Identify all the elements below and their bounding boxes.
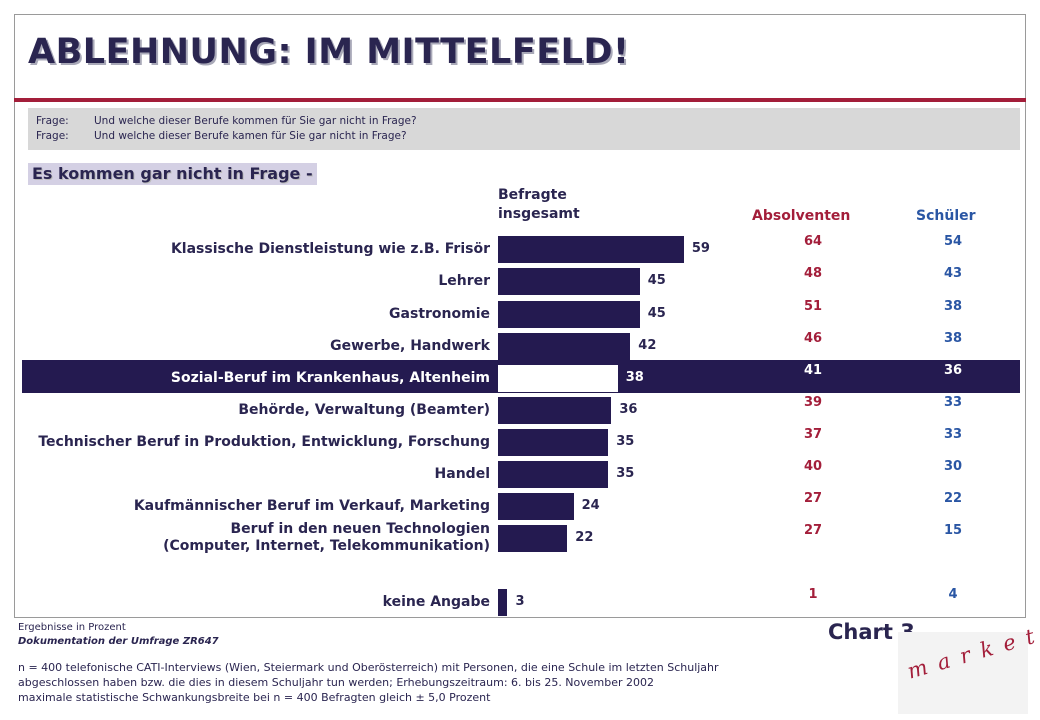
question-line-2: Frage: Und welche dieser Berufe kamen für… xyxy=(36,130,407,142)
chart-frame xyxy=(14,14,1026,618)
category-label: Behörde, Verwaltung (Beamter) xyxy=(238,401,490,418)
bar-value-label: 3 xyxy=(515,594,525,609)
column-header-total: Befragte insgesamt xyxy=(498,186,580,224)
methodology-line: n = 400 telefonische CATI-Interviews (Wi… xyxy=(18,661,719,674)
absolventen-value: 51 xyxy=(803,299,823,314)
logo-wordmark: market® xyxy=(905,619,1040,683)
bar-value-label: 59 xyxy=(691,241,710,256)
column-header-schueler: Schüler xyxy=(916,208,976,224)
bar xyxy=(498,588,508,616)
question-line-1: Frage: Und welche dieser Berufe kommen fü… xyxy=(36,115,417,127)
question-text: Und welche dieser Berufe kamen für Sie g… xyxy=(94,130,407,142)
bar xyxy=(498,300,640,328)
bar xyxy=(498,428,609,456)
schueler-value: 4 xyxy=(948,587,958,602)
schueler-value: 38 xyxy=(943,299,963,314)
category-label: Klassische Dienstleistung wie z.B. Frisö… xyxy=(170,240,490,257)
absolventen-value: 27 xyxy=(803,491,823,506)
absolventen-value: 39 xyxy=(803,395,823,410)
column-header-absolventen: Absolventen xyxy=(752,208,851,224)
absolventen-value: 46 xyxy=(803,331,823,346)
question-label: Frage: xyxy=(36,115,69,127)
category-label: Sozial-Beruf im Krankenhaus, Altenheim xyxy=(170,369,490,386)
absolventen-value: 48 xyxy=(803,266,823,281)
bar xyxy=(498,235,684,263)
schueler-value: 38 xyxy=(943,331,963,346)
absolventen-value: 64 xyxy=(803,234,823,249)
page-title: ABLEHNUNG: IM MITTELFELD! xyxy=(28,32,630,72)
schueler-value: 22 xyxy=(943,491,963,506)
market-logo: market® xyxy=(898,621,1040,714)
bar-value-label: 22 xyxy=(575,530,594,545)
methodology-note: n = 400 telefonische CATI-Interviews (Wi… xyxy=(18,660,818,705)
schueler-value: 43 xyxy=(943,266,963,281)
absolventen-value: 27 xyxy=(803,523,823,538)
absolventen-value: 1 xyxy=(808,587,818,602)
category-label: Technischer Beruf in Produktion, Entwick… xyxy=(38,433,490,450)
chart-subheading: Es kommen gar nicht in Frage - xyxy=(28,163,317,185)
question-label: Frage: xyxy=(36,130,69,142)
bar-value-label: 45 xyxy=(647,273,666,288)
bar-value-label: 38 xyxy=(625,370,644,385)
methodology-line: abgeschlossen haben bzw. die dies in die… xyxy=(18,676,655,689)
bar-value-label: 45 xyxy=(647,306,666,321)
category-label: Kaufmännischer Beruf im Verkauf, Marketi… xyxy=(133,497,490,514)
bar-value-label: 24 xyxy=(581,498,600,513)
bar-value-label: 35 xyxy=(616,434,635,449)
bar-value-label: 42 xyxy=(638,338,657,353)
schueler-value: 36 xyxy=(943,363,963,378)
schueler-value: 33 xyxy=(943,427,963,442)
absolventen-value: 37 xyxy=(803,427,823,442)
category-label: Gewerbe, Handwerk xyxy=(330,337,490,354)
bar xyxy=(498,332,631,360)
bar xyxy=(498,267,640,295)
title-divider xyxy=(14,98,1026,102)
column-header-total-line1: Befragte xyxy=(498,187,567,203)
category-label: Beruf in den neuen Technologien (Computer… xyxy=(163,521,490,554)
bar-value-label: 35 xyxy=(616,466,635,481)
methodology-line: maximale statistische Schwankungsbreite … xyxy=(18,691,491,704)
schueler-value: 54 xyxy=(943,234,963,249)
category-label: Lehrer xyxy=(438,272,490,289)
question-box: Frage: Und welche dieser Berufe kommen fü… xyxy=(28,108,1020,150)
category-label: Handel xyxy=(434,465,490,482)
bar xyxy=(498,492,574,520)
absolventen-value: 40 xyxy=(803,459,823,474)
schueler-value: 33 xyxy=(943,395,963,410)
bar xyxy=(498,524,568,552)
category-label: Gastronomie xyxy=(389,305,490,322)
bar xyxy=(498,364,618,392)
absolventen-value: 41 xyxy=(803,363,823,378)
bar xyxy=(498,396,612,424)
question-text: Und welche dieser Berufe kommen für Sie … xyxy=(94,115,417,127)
logo-text: market xyxy=(904,621,1040,684)
bar-value-label: 36 xyxy=(619,402,638,417)
documentation-note: Dokumentation der Umfrage ZR647 xyxy=(18,636,219,647)
schueler-value: 30 xyxy=(943,459,963,474)
results-note: Ergebnisse in Prozent xyxy=(18,622,126,633)
bar xyxy=(498,460,609,488)
column-header-total-line2: insgesamt xyxy=(498,206,580,222)
schueler-value: 15 xyxy=(943,523,963,538)
category-label: keine Angabe xyxy=(382,593,490,610)
